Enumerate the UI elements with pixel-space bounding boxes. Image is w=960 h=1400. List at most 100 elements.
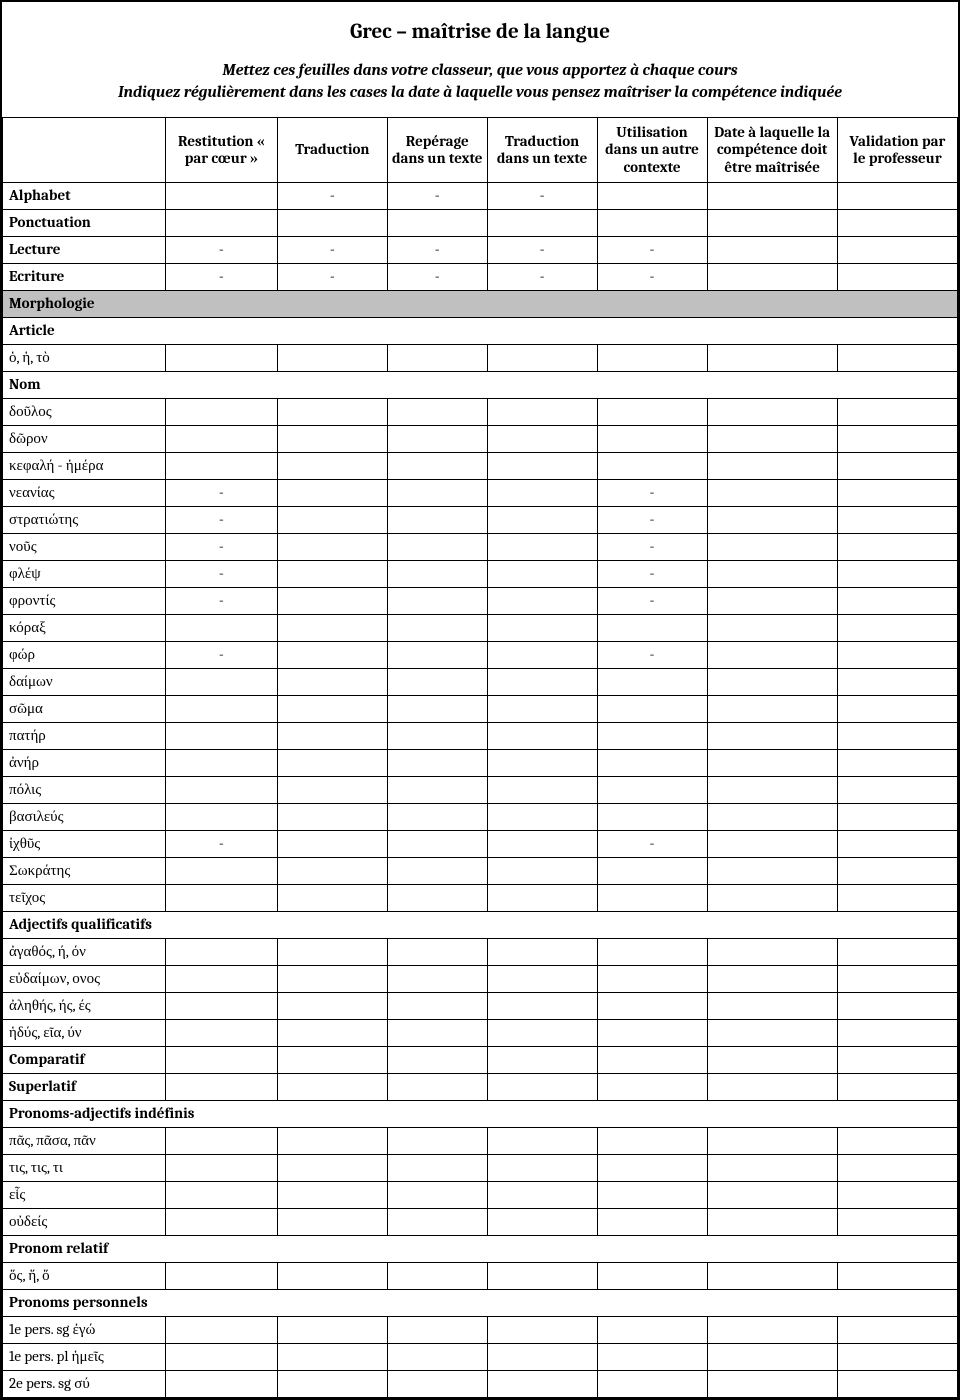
value-cell: -: [597, 587, 707, 614]
value-cell: [707, 236, 837, 263]
value-cell: [277, 857, 387, 884]
value-cell: [707, 695, 837, 722]
value-cell: [707, 1316, 837, 1343]
value-cell: [387, 830, 487, 857]
value-cell: [387, 506, 487, 533]
value-cell: [597, 668, 707, 695]
value-cell: [487, 776, 597, 803]
document-page: Grec – maîtrise de la langue Mettez ces …: [0, 0, 960, 1400]
subheader-cell: Nom: [3, 371, 958, 398]
table-row: 2e pers. sg σύ: [3, 1370, 958, 1397]
value-cell: [387, 965, 487, 992]
value-cell: [387, 1073, 487, 1100]
value-cell: [487, 1019, 597, 1046]
value-cell: [837, 884, 957, 911]
document-header: Grec – maîtrise de la langue Mettez ces …: [2, 2, 958, 117]
value-cell: [277, 398, 387, 425]
value-cell: [597, 992, 707, 1019]
value-cell: [837, 857, 957, 884]
value-cell: [707, 1046, 837, 1073]
value-cell: [837, 722, 957, 749]
value-cell: [487, 1154, 597, 1181]
value-cell: [707, 344, 837, 371]
row-label-cell: ὅς, ἥ, ὅ: [3, 1262, 166, 1289]
value-cell: [837, 641, 957, 668]
value-cell: [597, 749, 707, 776]
value-cell: [707, 182, 837, 209]
value-cell: [277, 695, 387, 722]
value-cell: [277, 803, 387, 830]
table-row: Lecture-----: [3, 236, 958, 263]
value-cell: [387, 938, 487, 965]
table-body: Alphabet---PonctuationLecture-----Ecritu…: [3, 182, 958, 1397]
value-cell: [277, 722, 387, 749]
row-label-cell: πᾶς, πᾶσα, πᾶν: [3, 1127, 166, 1154]
value-cell: [707, 830, 837, 857]
value-cell: [707, 749, 837, 776]
value-cell: [387, 1154, 487, 1181]
value-cell: [165, 398, 277, 425]
value-cell: [277, 479, 387, 506]
value-cell: [837, 695, 957, 722]
table-row: σῶμα: [3, 695, 958, 722]
value-cell: [487, 560, 597, 587]
row-label-cell: ἀγαθός, ή, όν: [3, 938, 166, 965]
table-row: πᾶς, πᾶσα, πᾶν: [3, 1127, 958, 1154]
value-cell: [837, 452, 957, 479]
value-cell: [165, 722, 277, 749]
row-label-cell: δοῦλος: [3, 398, 166, 425]
header-cell: Validation par le professeur: [837, 118, 957, 183]
table-row: τεῖχος: [3, 884, 958, 911]
value-cell: [165, 857, 277, 884]
value-cell: [597, 938, 707, 965]
value-cell: [487, 425, 597, 452]
value-cell: [707, 857, 837, 884]
value-cell: [707, 425, 837, 452]
value-cell: [487, 452, 597, 479]
value-cell: -: [597, 533, 707, 560]
table-row: δῶρον: [3, 425, 958, 452]
value-cell: -: [597, 830, 707, 857]
table-row: Pronoms-adjectifs indéfinis: [3, 1100, 958, 1127]
value-cell: [837, 1370, 957, 1397]
page-title: Grec – maîtrise de la langue: [42, 20, 918, 44]
value-cell: [837, 560, 957, 587]
value-cell: [837, 182, 957, 209]
table-row: τις, τις, τι: [3, 1154, 958, 1181]
value-cell: [837, 1181, 957, 1208]
value-cell: [487, 533, 597, 560]
table-row: οὐδείς: [3, 1208, 958, 1235]
subheader-cell: Article: [3, 317, 958, 344]
value-cell: [707, 452, 837, 479]
table-row: νοῦς--: [3, 533, 958, 560]
value-cell: -: [277, 236, 387, 263]
value-cell: [837, 992, 957, 1019]
table-row: ἀνήρ: [3, 749, 958, 776]
value-cell: [165, 1073, 277, 1100]
value-cell: [277, 1154, 387, 1181]
value-cell: [707, 668, 837, 695]
value-cell: [165, 1370, 277, 1397]
value-cell: [707, 641, 837, 668]
value-cell: [165, 1208, 277, 1235]
value-cell: [487, 1181, 597, 1208]
value-cell: [837, 506, 957, 533]
value-cell: [707, 938, 837, 965]
subheader-cell: Pronom relatif: [3, 1235, 958, 1262]
value-cell: [837, 1046, 957, 1073]
value-cell: [277, 776, 387, 803]
value-cell: [597, 695, 707, 722]
value-cell: [487, 479, 597, 506]
value-cell: [597, 722, 707, 749]
value-cell: -: [597, 479, 707, 506]
value-cell: [277, 1181, 387, 1208]
value-cell: [707, 398, 837, 425]
value-cell: [707, 479, 837, 506]
value-cell: [837, 587, 957, 614]
page-subtitle: Mettez ces feuilles dans votre classeur,…: [42, 60, 918, 103]
value-cell: [837, 1073, 957, 1100]
table-header-row: Restitution « par cœur » Traduction Repé…: [3, 118, 958, 183]
value-cell: [487, 992, 597, 1019]
row-label-cell: κόραξ: [3, 614, 166, 641]
value-cell: [487, 209, 597, 236]
